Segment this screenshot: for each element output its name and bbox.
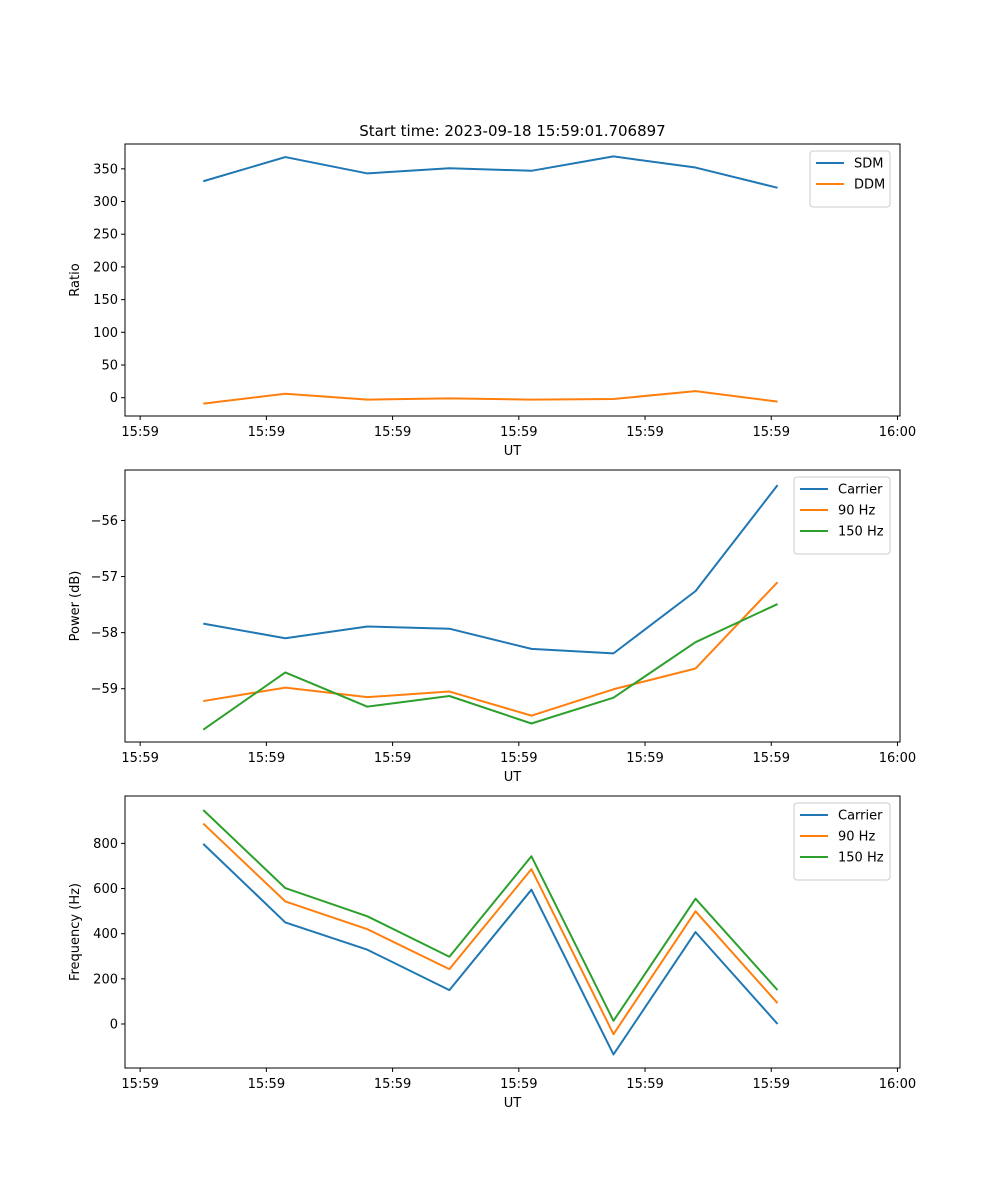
y-tick-label: 0 (110, 1017, 118, 1032)
y-tick-label: 400 (93, 927, 118, 942)
legend-box (793, 802, 891, 881)
y-axis-label: Frequency (Hz) (68, 883, 83, 981)
series-line-carrier (203, 484, 779, 655)
x-tick-label: 16:00 (879, 425, 916, 440)
series-line-150-hz (202, 603, 778, 731)
legend-label: 90 Hz (838, 830, 875, 845)
series-line-ddm (203, 390, 778, 405)
x-axis-label: UT (504, 770, 522, 785)
legend-label: 150 Hz (838, 525, 884, 540)
y-axis-label: Ratio (68, 263, 83, 296)
x-tick-label: 15:59 (374, 751, 411, 766)
x-tick-label: 15:59 (248, 1077, 285, 1092)
y-tick-label: 600 (93, 882, 118, 897)
y-tick-label: 350 (93, 162, 118, 177)
y-tick-label: 250 (93, 228, 118, 243)
x-tick-label: 15:59 (121, 425, 158, 440)
x-tick-label: 15:59 (753, 751, 790, 766)
plot-frame (124, 469, 901, 743)
legend-label: SDM (854, 157, 883, 172)
plot-frame (124, 143, 901, 417)
x-axis-label: UT (504, 1096, 522, 1111)
chart-title: Start time: 2023-09-18 15:59:01.706897 (359, 122, 665, 140)
y-tick-label: 100 (93, 326, 118, 341)
x-tick-label: 15:59 (500, 1077, 537, 1092)
x-tick-label: 16:00 (879, 1077, 916, 1092)
subplot-3: 15:59 15:59 15:59 15:59 15:59 15:59 16:00 0 200 4… (68, 795, 916, 1111)
subplot-2: 15:59 15:59 15:59 15:59 15:59 15:59 16:00 −59 −5… (68, 469, 916, 785)
series-line-150-hz (202, 809, 779, 1022)
y-tick-label: 300 (93, 195, 118, 210)
y-tick-label: −58 (91, 626, 118, 641)
x-tick-label: 15:59 (374, 425, 411, 440)
x-tick-label: 15:59 (626, 1077, 663, 1092)
y-tick-label: 0 (110, 391, 118, 406)
x-tick-label: 15:59 (121, 1077, 158, 1092)
x-tick-label: 15:59 (121, 751, 158, 766)
series-line-carrier (202, 843, 779, 1056)
legend: SDM DDM (809, 150, 891, 208)
series-line-90-hz (203, 581, 779, 717)
x-tick-label: 15:59 (626, 425, 663, 440)
legend-label: 90 Hz (838, 504, 875, 519)
legend-box (809, 150, 891, 208)
x-tick-label: 15:59 (500, 425, 537, 440)
y-tick-label: −57 (91, 570, 118, 585)
x-tick-label: 15:59 (248, 425, 285, 440)
y-tick-label: −59 (91, 682, 118, 697)
x-tick-label: 15:59 (753, 425, 790, 440)
x-axis-label: UT (504, 444, 522, 459)
x-tick-label: 15:59 (753, 1077, 790, 1092)
legend-label: DDM (854, 178, 885, 193)
y-tick-label: −56 (91, 514, 118, 529)
series-line-90-hz (202, 822, 779, 1036)
y-tick-label: 200 (93, 260, 118, 275)
series-line-sdm (202, 155, 778, 189)
legend-box (793, 476, 891, 555)
legend-label: 150 Hz (838, 851, 884, 866)
y-axis-label: Power (dB) (68, 571, 83, 642)
x-tick-label: 16:00 (879, 751, 916, 766)
x-tick-label: 15:59 (374, 1077, 411, 1092)
x-tick-label: 15:59 (626, 751, 663, 766)
y-tick-label: 200 (93, 972, 118, 987)
y-tick-label: 50 (101, 359, 118, 374)
y-tick-label: 800 (93, 837, 118, 852)
plot-frame (124, 795, 901, 1069)
x-tick-label: 15:59 (248, 751, 285, 766)
legend-label: Carrier (838, 483, 883, 498)
legend: Carrier 90 Hz 150 Hz (793, 802, 891, 881)
subplot-1: 15:59 15:59 15:59 15:59 15:59 15:59 16:00 0 50 10… (68, 122, 916, 459)
y-tick-label: 150 (93, 293, 118, 308)
x-tick-label: 15:59 (500, 751, 537, 766)
legend: Carrier 90 Hz 150 Hz (793, 476, 891, 555)
legend-label: Carrier (838, 809, 883, 824)
